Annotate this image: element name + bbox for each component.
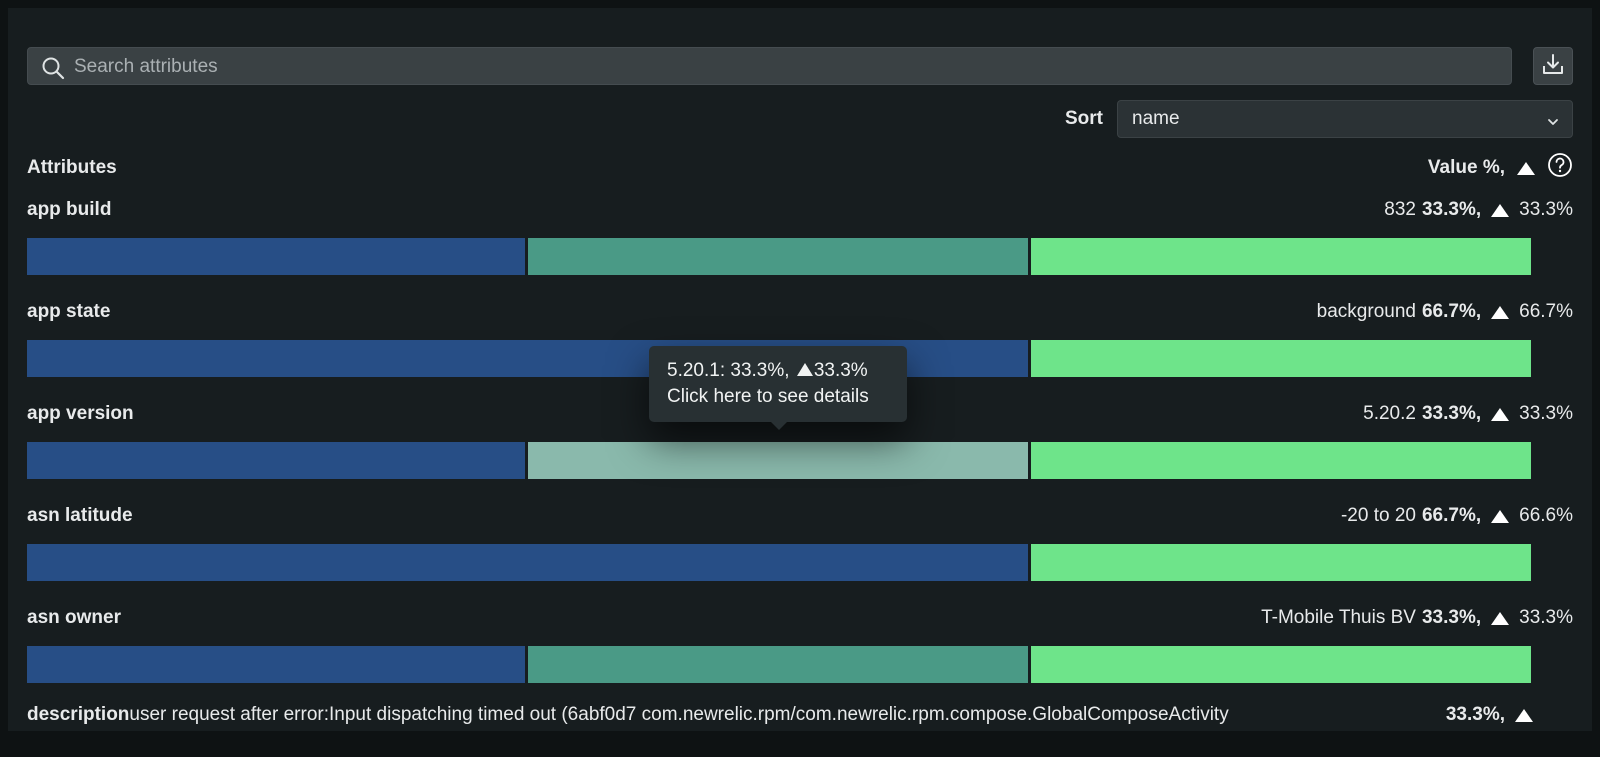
help-icon[interactable]	[1547, 152, 1573, 184]
chevron-down-icon	[1546, 113, 1560, 135]
sort-label: Sort	[1065, 108, 1103, 129]
bar-segment[interactable]	[27, 442, 525, 479]
attribute-row: app build 832 33.3%, 33.3%	[27, 196, 1573, 275]
bar-segment[interactable]	[528, 646, 1028, 683]
delta-percent: 66.7%	[1519, 301, 1573, 322]
top-value: -20 to 20	[1340, 505, 1416, 526]
tooltip-delta: 33.3%	[813, 360, 868, 381]
attribute-name: asn latitude	[27, 505, 133, 526]
segment-tooltip[interactable]: 5.20.1: 33.3%, 33.3% Click here to see d…	[649, 346, 907, 430]
download-icon	[1541, 52, 1565, 81]
attribute-row: asn owner T-Mobile Thuis BV 33.3%, 33.3%	[27, 604, 1573, 683]
value-percent: 33.3%,	[1421, 607, 1482, 628]
attribute-name: app state	[27, 301, 111, 322]
attribute-name: asn owner	[27, 607, 121, 628]
bar-segment[interactable]	[1031, 646, 1531, 683]
top-value: user request after error:Input dispatchi…	[129, 704, 1229, 725]
bar-segment[interactable]	[27, 238, 525, 275]
search-field[interactable]	[27, 47, 1512, 86]
search-input[interactable]	[72, 48, 1496, 86]
attribute-row: asn latitude -20 to 20 66.7%, 66.6%	[27, 502, 1573, 581]
bar-segment[interactable]	[1031, 544, 1531, 581]
distribution-bar	[27, 238, 1573, 275]
tooltip-details-link[interactable]: Click here to see details	[667, 386, 869, 407]
bar-segment[interactable]	[27, 646, 525, 683]
value-percent: 33.3%,	[1421, 403, 1482, 424]
value-percent: 66.7%,	[1421, 505, 1482, 526]
bar-segment[interactable]	[27, 544, 1028, 581]
bar-segment-hovered[interactable]	[528, 442, 1028, 479]
sort-value: name	[1132, 108, 1180, 129]
tooltip-value: 5.20.1: 33.3%,	[667, 360, 790, 381]
value-pct-heading: Value %,	[1427, 157, 1505, 178]
top-value: background	[1316, 301, 1416, 322]
triangle-up-icon	[1491, 611, 1510, 625]
bar-segment[interactable]	[1031, 442, 1531, 479]
attributes-heading: Attributes	[27, 157, 117, 178]
value-percent: 33.3%,	[1445, 704, 1505, 725]
delta-percent: 33.3%	[1519, 403, 1573, 424]
triangle-up-icon	[1515, 708, 1533, 722]
triangle-up-icon	[1491, 203, 1510, 217]
top-value: 5.20.2	[1363, 403, 1416, 424]
list-header: Attributes Value %,	[27, 152, 1573, 184]
attribute-row: app version 5.20.2 33.3%, 33.3%	[27, 400, 1573, 479]
attribute-name: app version	[27, 403, 134, 424]
search-icon	[41, 56, 65, 80]
triangle-up-icon	[1491, 305, 1510, 319]
attribute-row: descriptionuser request after error:Inpu…	[27, 701, 1573, 729]
triangle-up-icon	[1491, 407, 1510, 421]
sort-select[interactable]: name	[1117, 100, 1573, 138]
bottom-edge	[8, 731, 1592, 749]
attribute-name: description	[27, 704, 130, 725]
distribution-bar	[27, 646, 1573, 683]
bar-segment[interactable]	[528, 238, 1028, 275]
attributes-panel: Sort name Attributes Value %,	[8, 8, 1592, 749]
attribute-name: app build	[27, 199, 112, 220]
triangle-up-icon	[1491, 509, 1510, 523]
delta-percent: 33.3%	[1519, 607, 1573, 628]
distribution-bar	[27, 544, 1573, 581]
bar-segment[interactable]	[1031, 238, 1531, 275]
value-percent: 66.7%,	[1421, 301, 1482, 322]
delta-percent: 33.3%	[1519, 199, 1573, 220]
top-value: T-Mobile Thuis BV	[1261, 607, 1416, 628]
download-button[interactable]	[1533, 47, 1573, 85]
triangle-up-icon	[796, 363, 813, 376]
distribution-bar	[27, 442, 1573, 479]
triangle-up-icon	[1517, 161, 1535, 175]
bar-segment[interactable]	[1031, 340, 1531, 377]
value-percent: 33.3%,	[1421, 199, 1482, 220]
delta-percent: 66.6%	[1519, 505, 1573, 526]
top-value: 832	[1384, 199, 1416, 220]
